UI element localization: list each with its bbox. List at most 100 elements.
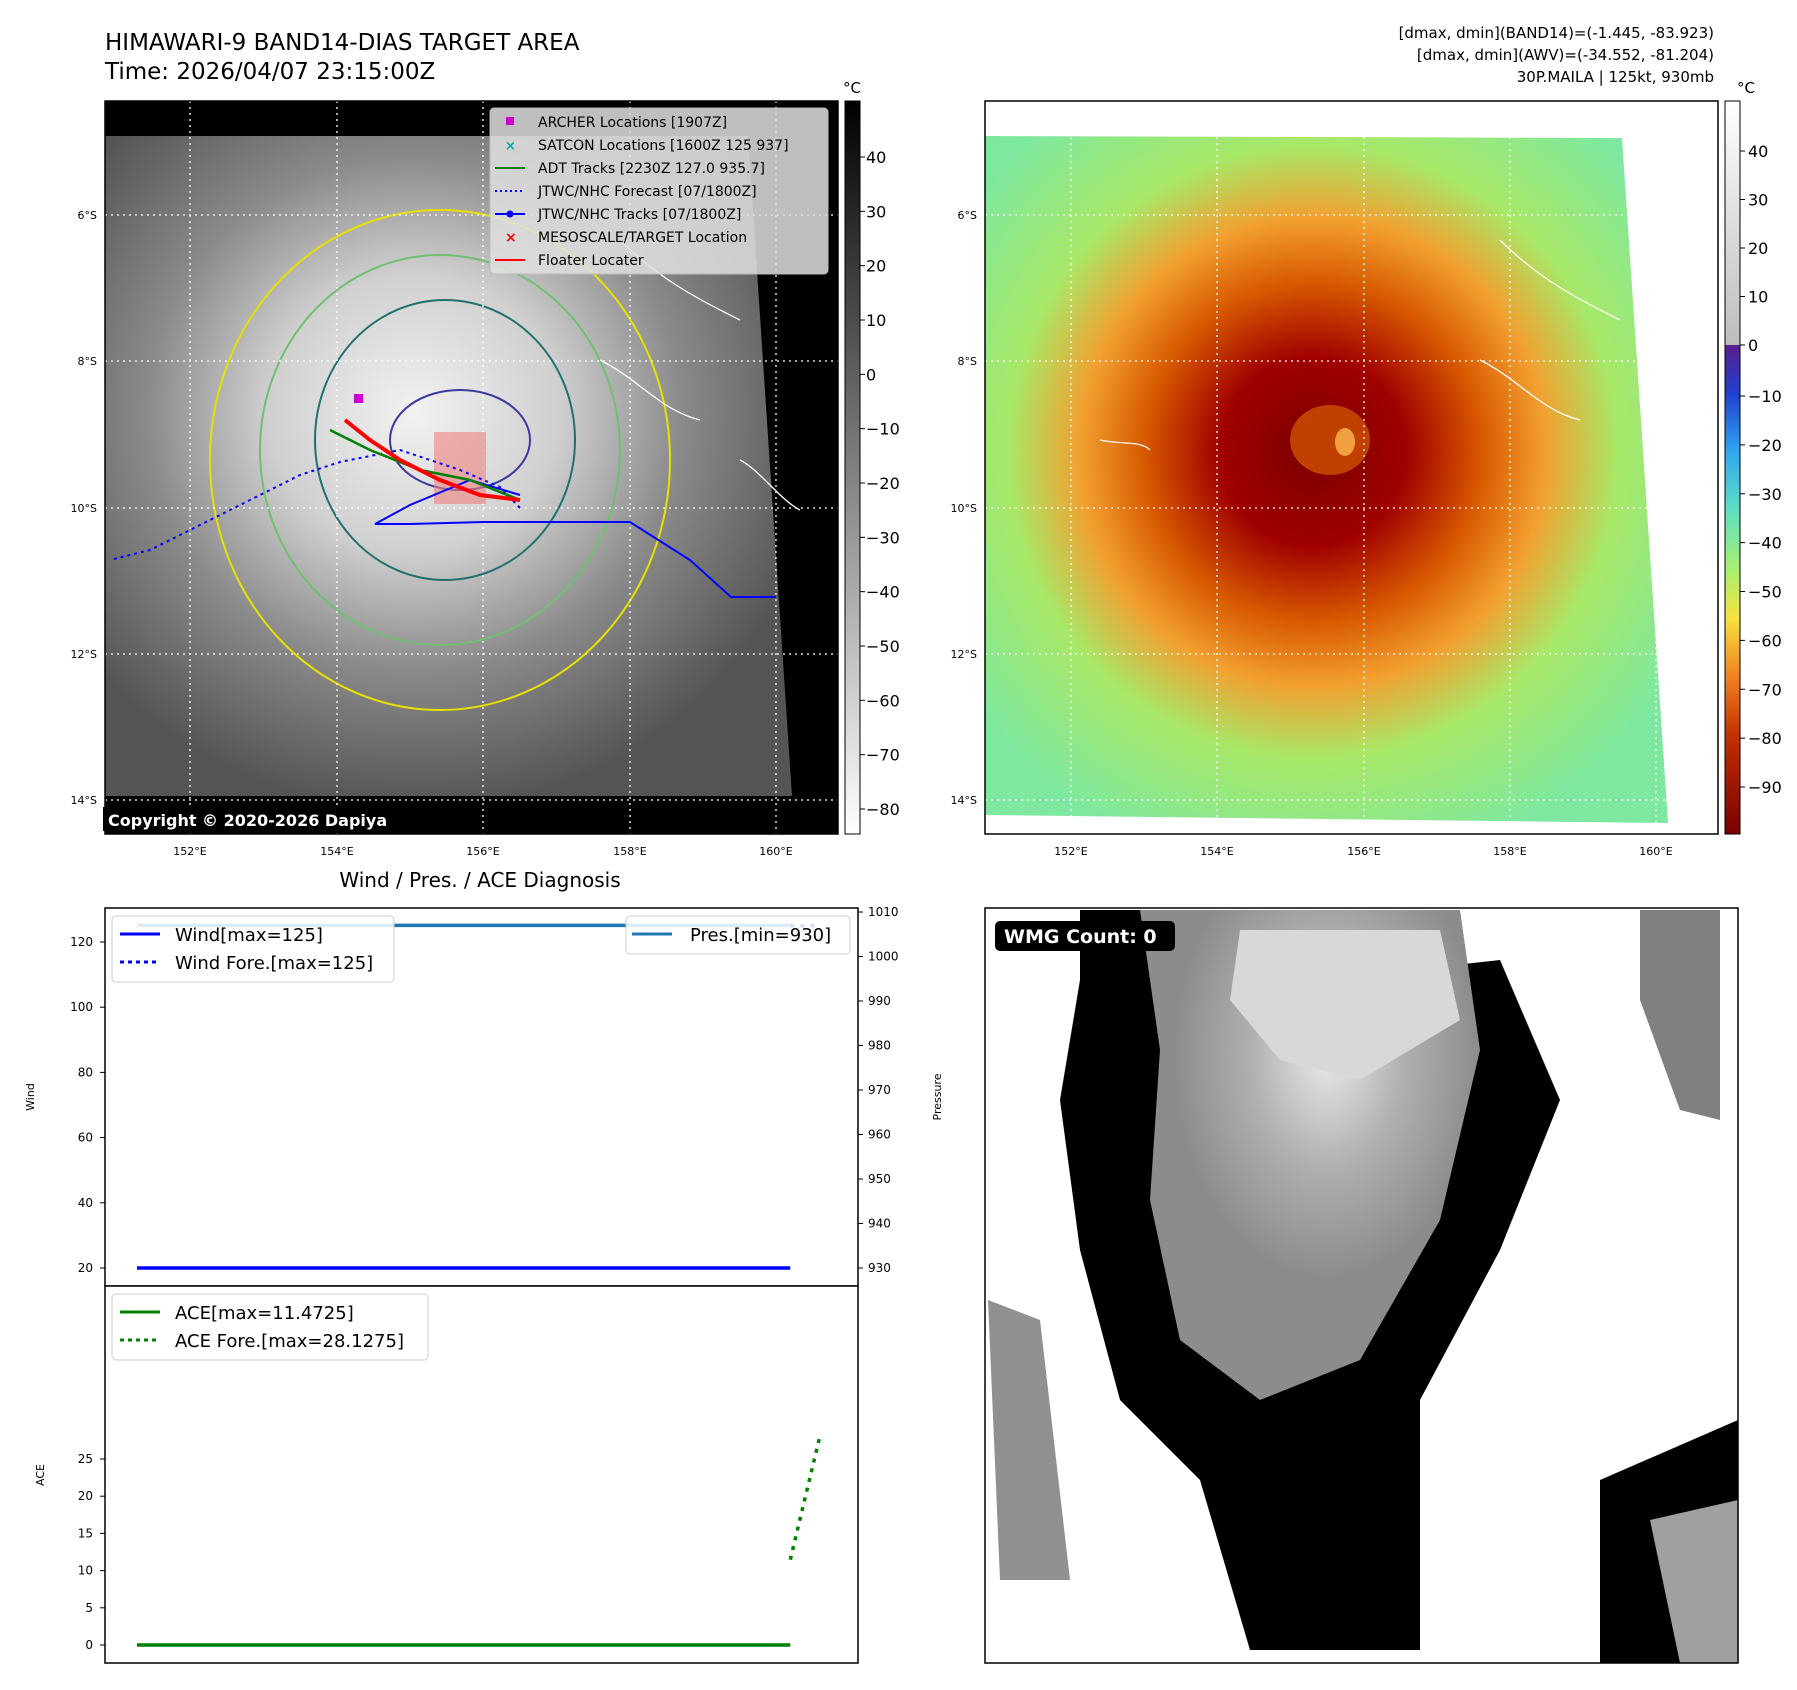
awv-colorbar-top (1725, 101, 1740, 345)
wind-tick-label: 100 (70, 1000, 93, 1014)
awv-colorbar-label: −70 (1748, 680, 1782, 699)
ir-colorbar-label: −20 (866, 474, 900, 493)
awv-lon-label: 154°E (1200, 845, 1233, 858)
ir-lat-label: 8°S (78, 355, 97, 368)
awv-lon-label: 160°E (1639, 845, 1672, 858)
ir-colorbar-label: 0 (866, 365, 876, 384)
awv-eye (1335, 428, 1355, 456)
diagnosis-title: Wind / Pres. / ACE Diagnosis (339, 868, 620, 892)
wind-ylabel: Wind (24, 1083, 37, 1111)
awv-colorbar-label: −40 (1748, 534, 1782, 553)
wind-legend-box (111, 915, 395, 983)
ir-contour-inner (314, 299, 576, 581)
figure-time: Time: 2026/04/07 23:15:00Z (104, 59, 435, 85)
pressure-tick-label: 990 (868, 994, 891, 1008)
ir-colorbar (844, 100, 861, 835)
pres-legend-box (625, 915, 851, 955)
pressure-tick-label: 980 (868, 1039, 891, 1053)
ir-colorbar-label: 40 (866, 148, 886, 167)
legend-box (489, 107, 829, 275)
ace-ticks: 25 20 15 10 5 0 (78, 1452, 105, 1652)
legend-floater: Floater Locater (538, 253, 644, 269)
archer-marker (354, 394, 363, 403)
awv-lat-label: 12°S (951, 648, 977, 661)
ir-legend: ARCHER Locations [1907Z] × SATCON Locati… (489, 107, 829, 275)
wmg-badge-text: WMG Count: 0 (1004, 926, 1157, 948)
ir-colorbar-label: 20 (866, 257, 886, 276)
wmg-left-gray (988, 1300, 1070, 1580)
awv-colorbar-label: −10 (1748, 387, 1782, 406)
pressure-ticks: 1010 1000 990 980 970 960 950 940 930 (858, 905, 899, 1275)
awv-colorbar-label: −30 (1748, 485, 1782, 504)
awv-lon-label: 156°E (1347, 845, 1380, 858)
ir-colorbar-label: −70 (866, 746, 900, 765)
jtwc-track-line (374, 478, 776, 598)
awv-lon-label: 158°E (1493, 845, 1526, 858)
wmg-frame (984, 907, 1739, 1664)
pressure-tick-label: 1010 (868, 905, 899, 919)
ir-lon-label: 152°E (173, 845, 206, 858)
pressure-tick-label: 1000 (868, 950, 899, 964)
jtwc-forecast-line (109, 448, 521, 561)
awv-lat-label: 6°S (958, 209, 977, 222)
wind-tick-label: 120 (70, 935, 93, 949)
legend-target: MESOSCALE/TARGET Location (538, 230, 747, 246)
ir-lat-label: 14°S (71, 794, 97, 807)
awv-colorbar-label: 0 (1748, 336, 1758, 355)
ace-tick-label: 20 (78, 1489, 93, 1503)
pressure-tick-label: 950 (868, 1172, 891, 1186)
wind-legend-label: Wind[max=125] (175, 925, 323, 946)
awv-lat-label: 10°S (951, 502, 977, 515)
ir-panel: Copyright © 2020-2026 Dapiya ARCHER Loca… (103, 79, 861, 835)
ir-lon-label: 156°E (466, 845, 499, 858)
ir-colorbar-label: −10 (866, 420, 900, 439)
ir-colorbar-label: −50 (866, 637, 900, 656)
figure-title: HIMAWARI-9 BAND14-DIAS TARGET AREA (105, 30, 580, 56)
wind-pres-axes: Wind Pressure 120 100 80 60 40 20 1010 1000 990… (24, 905, 944, 1287)
wind-tick-label: 20 (78, 1261, 93, 1275)
ace-tick-label: 5 (85, 1601, 93, 1615)
awv-colorbar-label: −90 (1748, 778, 1782, 797)
ir-colorbar-unit: °C (843, 79, 861, 97)
pressure-tick-label: 940 (868, 1217, 891, 1231)
ace-series (137, 1435, 822, 1647)
wind-fore-legend-label: Wind Fore.[max=125] (175, 953, 373, 974)
ir-colorbar-label: −40 (866, 583, 900, 602)
stats-awv: [dmax, dmin](AWV)=(-34.552, -81.204) (1417, 46, 1714, 64)
legend-archer: ARCHER Locations [1907Z] (538, 115, 727, 131)
awv-panel: °C (984, 79, 1755, 835)
copyright-text: Copyright © 2020-2026 Dapiya (108, 811, 387, 830)
awv-gridlines (985, 101, 1718, 834)
awv-colorbar-label: −20 (1748, 436, 1782, 455)
legend-adt: ADT Tracks [2230Z 127.0 935.7] (538, 161, 765, 177)
ir-contour-outer (209, 209, 671, 711)
ir-frame (104, 100, 839, 835)
stats-band14: [dmax, dmin](BAND14)=(-1.445, -83.923) (1399, 24, 1714, 42)
awv-colorbar-frame (1724, 100, 1741, 835)
awv-colorbar-label: −50 (1748, 583, 1782, 602)
awv-colorbar-bottom (1725, 345, 1740, 834)
awv-lat-label: 8°S (958, 355, 977, 368)
awv-lon-label: 152°E (1054, 845, 1087, 858)
awv-coastlines (1099, 239, 1621, 451)
pressure-tick-label: 970 (868, 1083, 891, 1097)
awv-colorbar-label: −80 (1748, 729, 1782, 748)
wmg-light-core (1230, 930, 1460, 1080)
ace-axes: ACE 25 20 15 10 5 0 ACE[max=11.4725] ACE Fore… (34, 1285, 859, 1664)
ace-ylabel: ACE (34, 1464, 47, 1486)
floater-track-line (343, 418, 521, 502)
ir-lon-label: 160°E (759, 845, 792, 858)
pressure-tick-label: 960 (868, 1128, 891, 1142)
ace-tick-label: 10 (78, 1564, 93, 1578)
ir-lat-label: 6°S (78, 209, 97, 222)
ir-lat-label: 12°S (71, 648, 97, 661)
ace-forecast-line (788, 1435, 822, 1561)
wind-tick-label: 80 (78, 1065, 93, 1079)
ir-colorbar-label: 30 (866, 202, 886, 221)
ace-legend-box (111, 1293, 429, 1361)
ir-lon-label: 154°E (320, 845, 353, 858)
awv-field (985, 136, 1668, 823)
wind-ticks: 120 100 80 60 40 20 (70, 935, 105, 1275)
ace-legend-label: ACE[max=11.4725] (175, 1303, 354, 1324)
